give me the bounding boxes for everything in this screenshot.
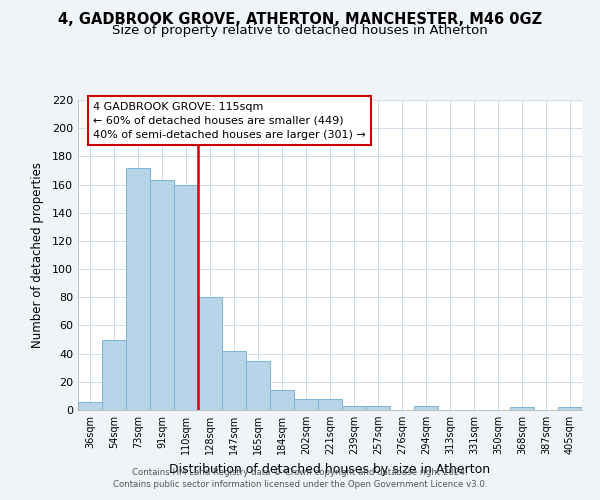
Bar: [270, 390, 294, 410]
Bar: [342, 406, 366, 410]
Bar: [366, 406, 390, 410]
Bar: [126, 168, 150, 410]
Bar: [198, 298, 222, 410]
Bar: [174, 184, 198, 410]
Bar: [222, 351, 246, 410]
Bar: [294, 398, 318, 410]
Text: Contains HM Land Registry data © Crown copyright and database right 2024.
Contai: Contains HM Land Registry data © Crown c…: [113, 468, 487, 489]
Bar: [78, 402, 102, 410]
Bar: [558, 407, 582, 410]
Text: Size of property relative to detached houses in Atherton: Size of property relative to detached ho…: [112, 24, 488, 37]
Y-axis label: Number of detached properties: Number of detached properties: [31, 162, 44, 348]
Bar: [318, 398, 342, 410]
X-axis label: Distribution of detached houses by size in Atherton: Distribution of detached houses by size …: [169, 462, 491, 475]
Text: 4 GADBROOK GROVE: 115sqm
← 60% of detached houses are smaller (449)
40% of semi-: 4 GADBROOK GROVE: 115sqm ← 60% of detach…: [93, 102, 366, 140]
Text: 4, GADBROOK GROVE, ATHERTON, MANCHESTER, M46 0GZ: 4, GADBROOK GROVE, ATHERTON, MANCHESTER,…: [58, 12, 542, 28]
Bar: [414, 406, 438, 410]
Bar: [510, 407, 534, 410]
Bar: [102, 340, 126, 410]
Bar: [150, 180, 174, 410]
Bar: [246, 360, 270, 410]
